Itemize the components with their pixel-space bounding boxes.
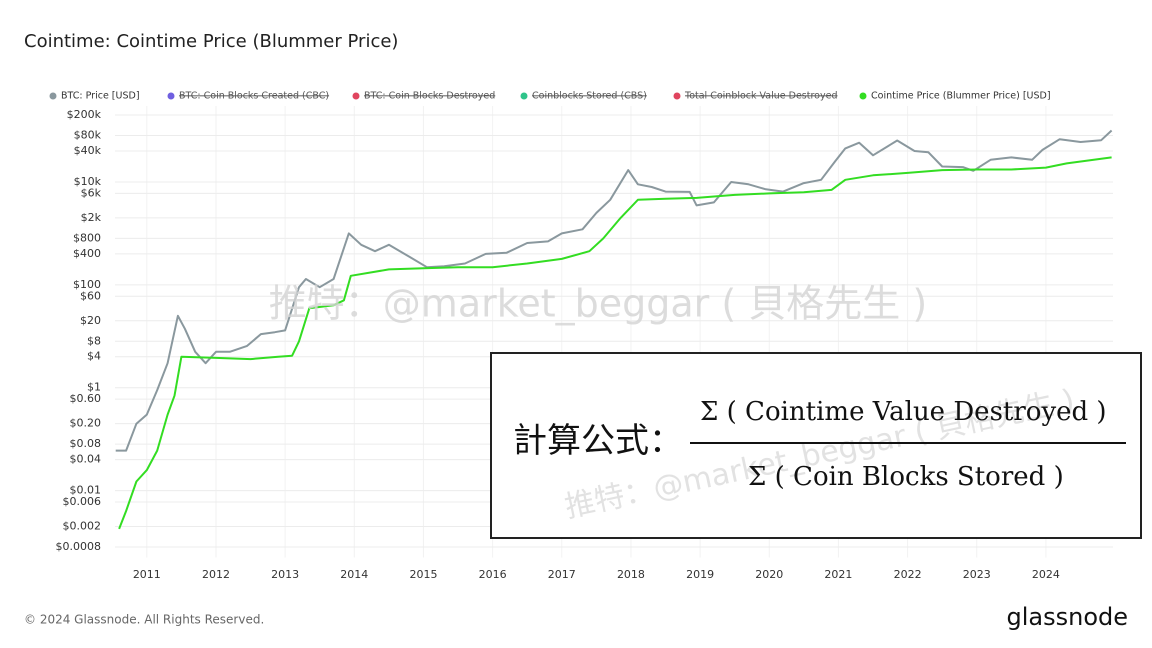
y-tick-label: $0.01 bbox=[70, 484, 102, 497]
y-tick-label: $0.04 bbox=[70, 453, 102, 466]
x-tick-label: 2012 bbox=[202, 568, 230, 581]
x-tick-label: 2021 bbox=[824, 568, 852, 581]
legend-label: BTC: Coin Blocks Destroyed bbox=[364, 91, 495, 102]
x-tick-label: 2014 bbox=[340, 568, 368, 581]
logo: glassnode bbox=[1006, 603, 1128, 631]
series-line bbox=[115, 129, 1113, 452]
legend-label: Total Coinblock Value Destroyed bbox=[684, 91, 838, 102]
y-tick-label: $200k bbox=[67, 108, 102, 121]
legend-dot bbox=[859, 92, 867, 100]
y-tick-label: $0.20 bbox=[70, 417, 102, 430]
y-tick-label: $400 bbox=[73, 247, 101, 260]
legend-dot bbox=[520, 92, 528, 100]
y-tick-label: $40k bbox=[74, 144, 102, 157]
x-tick-label: 2024 bbox=[1032, 568, 1060, 581]
y-tick-label: $1 bbox=[87, 381, 101, 394]
x-tick-label: 2018 bbox=[617, 568, 645, 581]
legend-dot bbox=[49, 92, 57, 100]
y-tick-label: $6k bbox=[81, 186, 102, 199]
y-tick-label: $10k bbox=[74, 175, 102, 188]
legend-label: Coinblocks Stored (CBS) bbox=[532, 91, 647, 102]
legend-dot bbox=[167, 92, 175, 100]
y-tick-label: $0.60 bbox=[70, 392, 102, 405]
y-tick-label: $100 bbox=[73, 278, 101, 291]
y-tick-label: $8 bbox=[87, 334, 101, 347]
y-tick-label: $0.006 bbox=[63, 495, 102, 508]
y-tick-label: $20 bbox=[80, 314, 101, 327]
legend-dot bbox=[352, 92, 360, 100]
formula-numerator: Σ ( Cointime Value Destroyed ) bbox=[700, 397, 1107, 427]
formula-label: 計算公式： bbox=[513, 421, 683, 461]
series-line bbox=[118, 156, 1112, 530]
x-tick-label: 2013 bbox=[271, 568, 299, 581]
y-tick-label: $0.002 bbox=[63, 520, 102, 533]
formula-denominator: Σ ( Coin Blocks Stored ) bbox=[748, 462, 1064, 492]
legend-dot bbox=[673, 92, 681, 100]
x-tick-label: 2020 bbox=[755, 568, 783, 581]
y-tick-label: $800 bbox=[73, 231, 101, 244]
legend-label: BTC: Coin Blocks Created (CBC) bbox=[179, 91, 329, 102]
chart-title: Cointime: Cointime Price (Blummer Price) bbox=[24, 31, 398, 52]
x-tick-label: 2017 bbox=[548, 568, 576, 581]
x-tick-label: 2016 bbox=[479, 568, 507, 581]
legend-label: Cointime Price (Blummer Price) [USD] bbox=[871, 91, 1051, 102]
x-tick-label: 2019 bbox=[686, 568, 714, 581]
y-tick-label: $2k bbox=[81, 211, 102, 224]
x-tick-label: 2011 bbox=[133, 568, 161, 581]
y-tick-label: $60 bbox=[80, 289, 101, 302]
y-tick-label: $0.08 bbox=[70, 437, 102, 450]
formula-box bbox=[490, 352, 1142, 539]
y-tick-label: $0.0008 bbox=[56, 540, 102, 553]
legend-label: BTC: Price [USD] bbox=[61, 91, 140, 102]
y-tick-label: $80k bbox=[74, 129, 102, 142]
x-tick-label: 2023 bbox=[963, 568, 991, 581]
x-tick-label: 2022 bbox=[894, 568, 922, 581]
watermark: 推特：@market_beggar ( 貝格先生 ) bbox=[269, 282, 927, 326]
x-tick-label: 2015 bbox=[409, 568, 437, 581]
footer: © 2024 Glassnode. All Rights Reserved. bbox=[24, 613, 264, 627]
y-tick-label: $4 bbox=[87, 350, 101, 363]
